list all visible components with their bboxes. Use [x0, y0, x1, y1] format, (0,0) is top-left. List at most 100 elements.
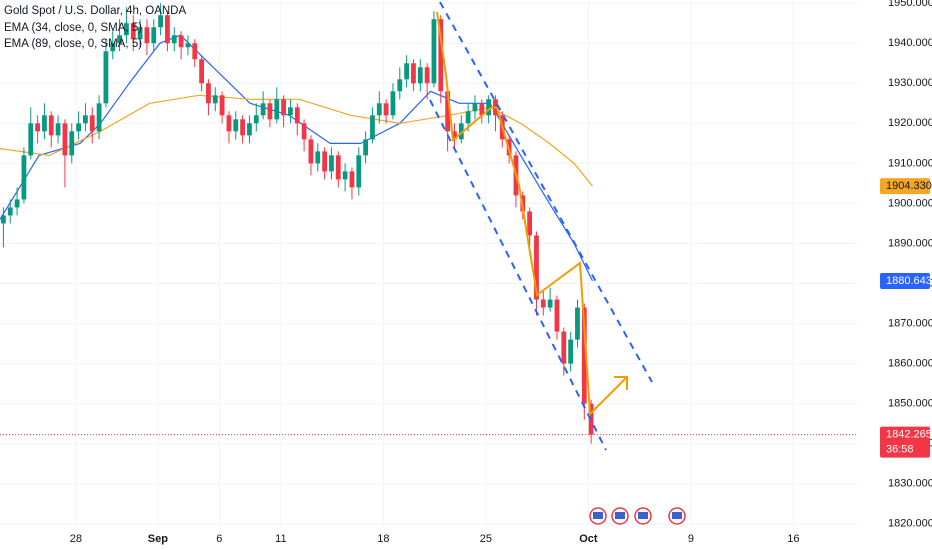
candle-body — [417, 67, 423, 84]
x-tick-label: 28 — [70, 533, 82, 545]
candle-body — [199, 59, 204, 84]
candle-body — [178, 35, 184, 48]
candle-body — [424, 67, 430, 84]
candle-body — [158, 15, 163, 28]
x-tick-label: 18 — [377, 533, 389, 545]
candle-body — [260, 103, 266, 116]
candle-body — [124, 23, 129, 36]
candle-body — [247, 123, 252, 136]
candle-body — [253, 115, 259, 124]
candle-body — [89, 115, 95, 132]
countdown: 36:58 — [886, 444, 914, 456]
candle-body — [322, 151, 328, 172]
flag — [672, 512, 682, 519]
candle-body — [21, 155, 27, 200]
candle-body — [342, 171, 348, 180]
candle-body — [465, 111, 471, 124]
candle-body — [390, 91, 396, 116]
y-tick-label: 1930.000 — [888, 77, 932, 89]
candle-body — [233, 119, 239, 132]
candle-body — [7, 207, 13, 216]
candle-body — [527, 211, 533, 236]
price-label-box — [880, 178, 930, 195]
candle-body — [151, 27, 157, 44]
channel-lower — [429, 99, 607, 451]
legend-entry: EMA (89, close, 0, SMA, 5) — [4, 38, 142, 50]
candle-body — [575, 307, 580, 340]
y-tick-label: 1950.000 — [888, 0, 932, 9]
candle-body — [55, 123, 61, 136]
candle-body — [554, 299, 560, 332]
y-tick-label: 1900.000 — [888, 197, 932, 209]
candle-body — [431, 19, 437, 84]
x-tick-label: 6 — [216, 533, 222, 545]
x-tick-label: 9 — [688, 533, 694, 545]
flag — [638, 512, 648, 519]
candle-body — [185, 43, 191, 48]
y-tick-label: 1830.000 — [888, 478, 932, 490]
candle-body — [411, 63, 416, 84]
candle-body — [349, 171, 355, 188]
candle-body — [62, 123, 68, 156]
candle-body — [308, 139, 314, 164]
candle-body — [561, 331, 567, 364]
candle-body — [130, 23, 136, 40]
price-label-box — [880, 272, 930, 289]
flag — [593, 512, 603, 519]
arrow-head — [614, 376, 628, 390]
flag — [615, 512, 625, 519]
x-tick-label: 11 — [275, 533, 286, 545]
candle-body — [69, 131, 75, 156]
events — [589, 507, 686, 525]
zigzag — [436, 11, 627, 417]
candle-body — [219, 95, 225, 116]
candle-body — [458, 123, 464, 140]
candle-body — [540, 299, 546, 308]
candle-body — [14, 199, 20, 208]
ema-line — [0, 34, 594, 282]
legend-entry: EMA (34, close, 0, SMA, 5) — [4, 22, 142, 34]
price-label: 1880.643 — [886, 275, 932, 287]
drawings — [429, 1, 653, 451]
candle-body — [103, 51, 109, 104]
candle-body — [48, 115, 54, 136]
candle-body — [42, 115, 47, 132]
candle-body — [404, 63, 410, 80]
candle-body — [301, 123, 307, 140]
candle-body — [165, 15, 170, 44]
candle-body — [363, 139, 369, 156]
candle-body — [315, 151, 321, 164]
candle-body — [1, 215, 6, 224]
x-tick-label: Sep — [148, 533, 168, 545]
candle-body — [274, 99, 280, 120]
candle-body — [294, 107, 300, 124]
y-tick-label: 1850.000 — [888, 398, 932, 410]
candle-body — [445, 91, 451, 132]
y-tick-label: 1870.000 — [888, 317, 932, 329]
candle-body — [397, 79, 403, 92]
candle-body — [96, 103, 102, 132]
candle-body — [171, 35, 177, 44]
candle-body — [281, 99, 286, 116]
candle-body — [76, 123, 81, 132]
candle-body — [547, 299, 553, 308]
candle-body — [288, 107, 293, 116]
x-tick-label: Oct — [579, 533, 598, 545]
candle-body — [568, 339, 574, 364]
candle-body — [110, 43, 116, 52]
y-tick-label: 1920.000 — [888, 117, 932, 129]
y-tick-label: 1910.000 — [888, 157, 932, 169]
candle-body — [192, 43, 198, 60]
candle-body — [35, 123, 40, 132]
candle-body — [370, 115, 375, 140]
price-label: 1904.330 — [886, 180, 932, 192]
candle-body — [117, 35, 122, 44]
candle-body — [356, 155, 362, 188]
axes: 1820.0001830.0001840.0001850.0001860.000… — [70, 0, 932, 545]
x-tick-label: 16 — [787, 533, 799, 545]
grid — [0, 0, 858, 527]
candle-body — [226, 115, 232, 132]
candle-body — [581, 307, 587, 404]
indicators — [0, 34, 594, 282]
